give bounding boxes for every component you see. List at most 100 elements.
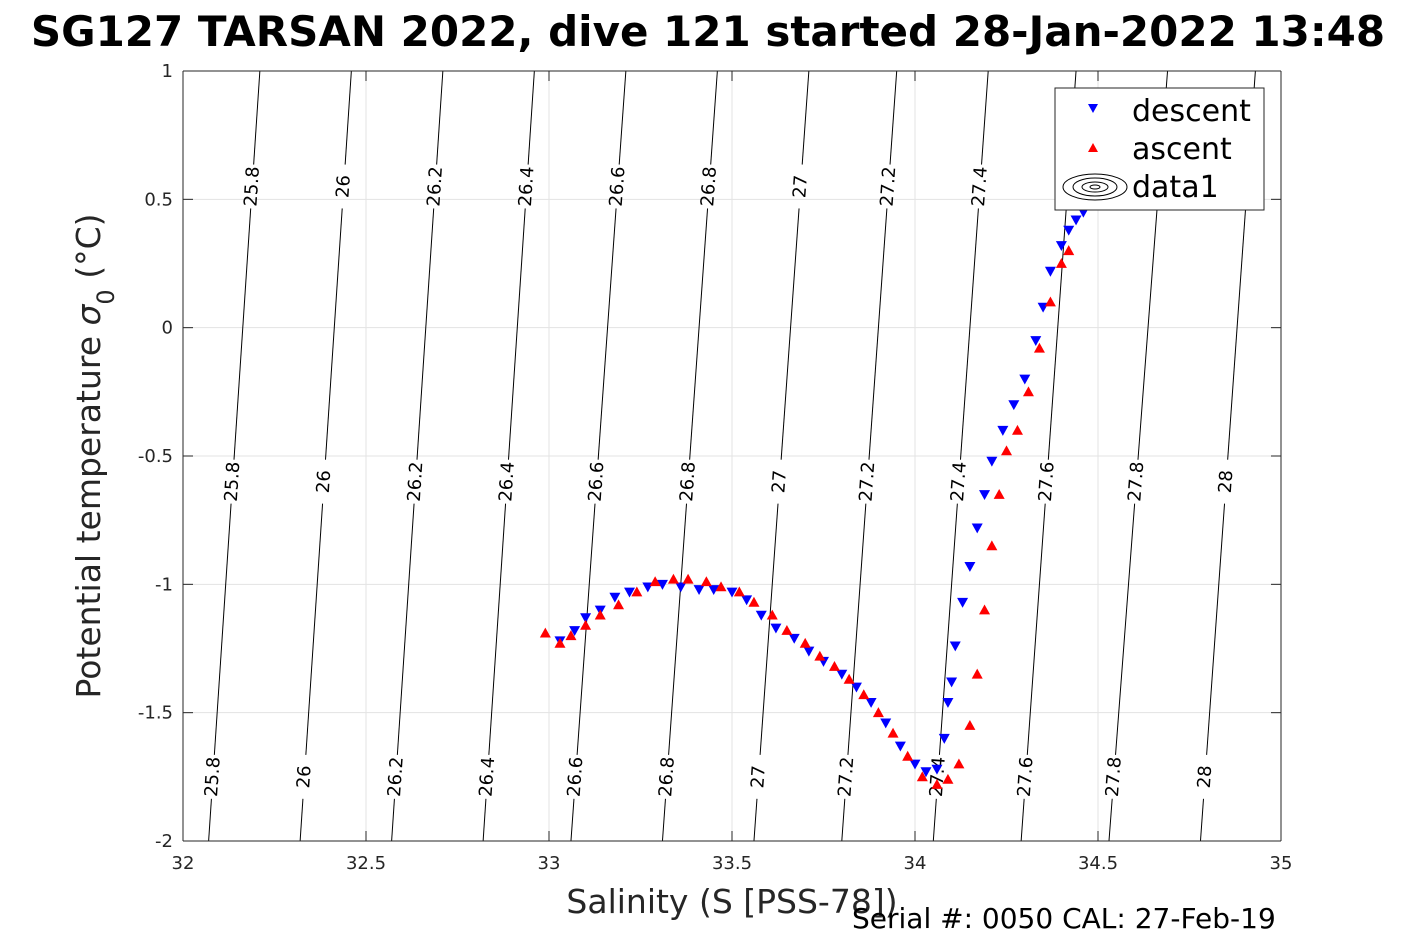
y-tick-label: -2 [155,831,173,852]
descent-point [726,587,738,598]
ascent-point [993,489,1005,499]
contour-segment [436,70,444,165]
contour-label: 27.2 [877,166,901,207]
ascent-point [964,720,976,730]
contour-label: 26.6 [585,461,609,502]
contour-label: 26.4 [495,461,519,502]
contour-segment [1020,798,1025,842]
descent-point [986,456,998,467]
contour-label: 27.6 [1014,756,1038,797]
contour-label: 27 [747,765,770,789]
contour-label: 26.8 [676,461,700,502]
contour-segment [396,503,415,755]
contour-label: 27.4 [968,166,992,207]
legend-item-data1: data1 [1062,170,1219,205]
ascent-point [799,637,811,648]
contour-label: 26.4 [515,166,539,207]
ascent-point [613,599,625,610]
contour-segment [959,208,979,460]
contour-segment [1026,503,1046,755]
ascent-point [748,596,760,607]
contour-segment [841,798,846,842]
contour-label: 26.2 [423,166,447,207]
descent-point [624,587,636,598]
contour-segment [488,503,507,755]
contour-segment [1047,208,1067,460]
descent-point [997,425,1009,436]
contour-segment [597,208,617,460]
contour-label: 27 [789,174,812,198]
descent-point [656,579,668,590]
ascent-point [942,773,954,784]
contour-segment [661,798,666,842]
ascent-point [887,727,899,738]
descent-point [850,682,862,693]
descent-point [675,582,687,593]
contour-label: 26.2 [404,461,428,502]
y-axis-ticks: -2 -1.5 -1 -0.5 0 0.5 1 [138,61,1281,852]
contour-label: 27.2 [856,461,880,502]
legend-descent-marker [1088,104,1098,113]
contour-27.2: 27.2 27.2 27.2 [834,70,901,842]
ascent-point [1033,342,1045,353]
legend-ascent-marker [1088,143,1098,152]
ascent-point [1044,296,1056,307]
contour-27.4: 27.4 27.4 27.4 [926,70,992,842]
contour-label: 27 [768,469,791,493]
x-tick-label: 33.5 [712,853,752,874]
contour-label: 27.4 [947,461,971,502]
ascent-point [916,771,928,782]
contour-segment [618,70,627,165]
ascent-point [539,627,551,638]
legend: descent ascent data1 [1054,87,1265,211]
contour-segment [253,70,261,165]
x-tick-label: 33 [538,853,561,874]
ascent-series [539,245,1075,789]
contour-segment [344,70,352,165]
descent-point [979,490,991,500]
contour-26.8: 26.8 26.8 26.8 [655,70,721,842]
contour-label: 27.4 [926,756,950,797]
chart-title: SG127 TARSAN 2022, dive 121 started 28-J… [31,7,1385,56]
ascent-point [828,660,840,671]
descent-point [788,633,800,644]
y-tick-label: -0.5 [138,446,173,467]
contour-segment [482,798,487,842]
ascent-point [649,576,661,587]
contour-segment [889,70,898,165]
contour-segment [1108,798,1113,842]
x-tick-label: 32 [172,853,195,874]
contour-segment [324,208,343,460]
x-axis-ticks: 32 32.5 33 33.5 34 34.5 35 [172,71,1293,874]
ascent-point [781,625,793,635]
ascent-point [667,573,679,584]
descent-point [1008,400,1020,411]
legend-ascent-label: ascent [1132,132,1232,167]
ascent-point [594,609,606,620]
contour-segment [299,798,304,842]
ascent-point [1063,245,1075,256]
contour-segment [932,798,937,842]
descent-point [971,523,983,534]
contour-label: 27.6 [1035,461,1059,502]
descent-point [569,626,581,637]
contour-segment [233,208,252,460]
contour-segment [1227,208,1247,460]
descent-series [554,207,1089,778]
descent-point [931,764,943,775]
y-tick-label: 0.5 [144,189,173,210]
contour-segment [1206,503,1226,755]
contour-25.8: 25.8 25.8 25.8 [201,70,264,842]
ascent-point [872,707,884,718]
contour-label: 26.6 [606,166,630,207]
x-tick-label: 35 [1270,853,1293,874]
y-tick-label: -1.5 [138,703,173,724]
contour-segment [689,208,709,460]
descent-point [1070,215,1082,226]
contour-segment [305,503,324,755]
descent-point [1055,241,1067,252]
contour-label: 26.8 [697,166,721,207]
contour-segment [1137,208,1158,460]
contour-segment [570,798,575,842]
